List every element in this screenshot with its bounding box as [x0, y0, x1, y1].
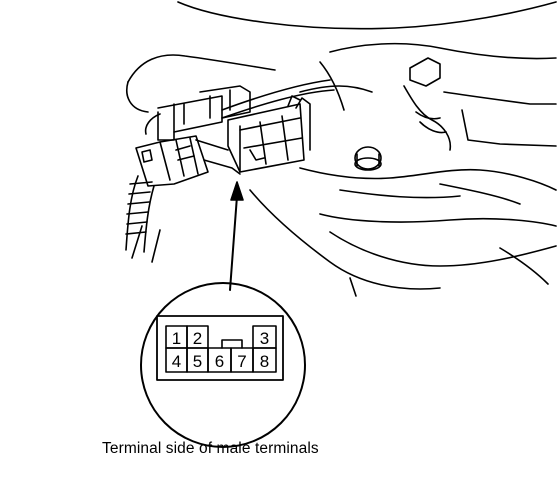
figure-caption: Terminal side of male terminals	[102, 440, 319, 457]
pointer-arrow	[229, 181, 244, 291]
terminal-8-label: 8	[260, 352, 269, 371]
terminal-6-label: 6	[215, 352, 224, 371]
connector-assembly-illustration	[125, 79, 335, 253]
terminal-3-label: 3	[260, 329, 269, 348]
magnified-connector-view: 1 2 3 4 5 6 7 8	[140, 282, 306, 448]
terminal-4-label: 4	[172, 352, 181, 371]
engine-bay-background	[126, 1, 557, 297]
terminal-2-label: 2	[193, 329, 202, 348]
terminal-7-label: 7	[237, 352, 246, 371]
terminal-5-label: 5	[193, 352, 202, 371]
terminal-1-label: 1	[172, 329, 181, 348]
terminal-grid	[165, 325, 277, 373]
